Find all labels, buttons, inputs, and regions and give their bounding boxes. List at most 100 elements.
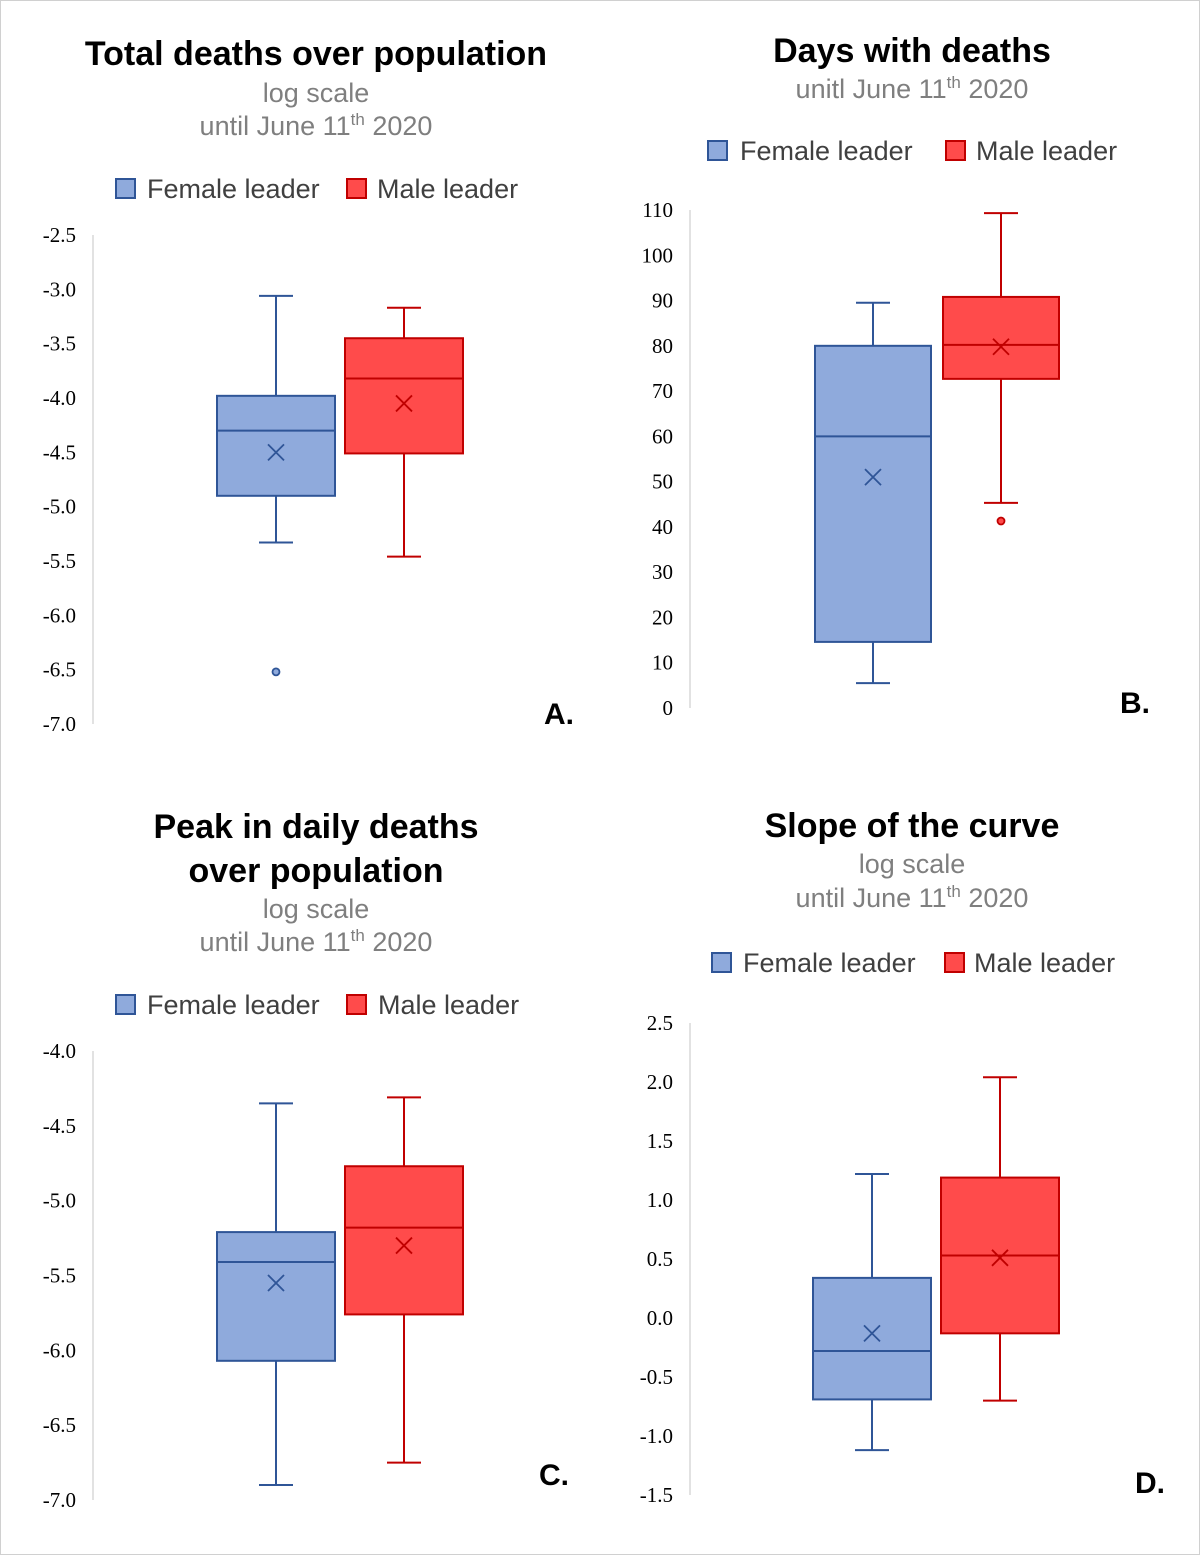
chart-title: Slope of the curve (765, 807, 1060, 845)
legend-swatch-female (711, 952, 732, 973)
legend-label: Male leader (377, 174, 518, 204)
y-tick-label: 0.5 (647, 1247, 673, 1271)
subtitle-superscript: th (351, 926, 365, 945)
y-tick-label: 0 (663, 696, 674, 720)
panel-label: D. (1135, 1467, 1165, 1500)
subtitle-text: 2020 (961, 74, 1029, 104)
legend-label: Male leader (976, 136, 1117, 166)
y-tick-label: -5.5 (43, 549, 76, 573)
legend-swatch-male (945, 140, 966, 161)
y-tick-label: -3.5 (43, 332, 76, 356)
box-iqr (814, 344, 932, 643)
legend-swatch-male (346, 178, 367, 199)
subtitle-text: 2020 (365, 111, 433, 141)
legend-swatch-male (346, 994, 367, 1015)
y-tick-label: -4.0 (43, 1039, 76, 1063)
legend-swatch-female (115, 994, 136, 1015)
chart-title: Total deaths over population (85, 35, 547, 73)
legend-swatch-female (707, 140, 728, 161)
chart-subtitle: unitl June 11th 2020 (796, 73, 1029, 104)
panel-label: B. (1120, 687, 1150, 720)
y-tick-label: 20 (652, 605, 673, 629)
subtitle-text: 2020 (365, 927, 433, 957)
subtitle-text: until June 11 (200, 111, 351, 141)
mean-marker (864, 468, 882, 486)
legend-label: Male leader (974, 948, 1115, 978)
y-tick-label: -7.0 (43, 1488, 76, 1512)
chart-title: Days with deaths (773, 32, 1051, 70)
y-tick-label: -6.5 (43, 658, 76, 682)
subtitle-superscript: th (947, 73, 961, 92)
y-tick-label: -6.0 (43, 603, 76, 627)
chart-panel-c: Peak in daily deaths over population log s… (43, 808, 569, 1512)
subtitle-text: log scale (859, 849, 966, 879)
y-tick-label: 60 (652, 424, 673, 448)
y-tick-label: 0.0 (647, 1306, 673, 1330)
subtitle-text: until June 11 (200, 927, 351, 957)
y-tick-label: 2.5 (647, 1011, 673, 1035)
y-tick-label: -1.0 (640, 1424, 673, 1448)
box-female (812, 1173, 932, 1452)
subtitle-text: log scale (263, 894, 370, 924)
y-tick-label: 110 (642, 198, 673, 222)
y-tick-label: -5.5 (43, 1264, 76, 1288)
mean-marker (395, 394, 413, 413)
panel-label: C. (539, 1459, 569, 1492)
chart-subtitle: log scale (263, 894, 370, 924)
y-tick-label: -3.0 (43, 277, 76, 301)
box-male (942, 212, 1060, 526)
y-tick-label: 1.5 (647, 1129, 673, 1153)
mean-marker (395, 1236, 413, 1255)
box-iqr (942, 295, 1060, 380)
mean-marker (991, 1249, 1009, 1267)
y-tick-label: 90 (652, 289, 673, 313)
subtitle-text: unitl June 11 (796, 74, 947, 104)
box-iqr (344, 337, 464, 455)
outlier-point (996, 516, 1006, 526)
box-iqr (812, 1276, 932, 1401)
y-tick-label: 30 (652, 560, 673, 584)
y-tick-label: -1.5 (640, 1483, 673, 1507)
chart-title: Peak in daily deaths (153, 808, 478, 846)
box-iqr (216, 394, 336, 497)
mean-marker (267, 1274, 285, 1292)
chart-subtitle: until June 11th 2020 (200, 110, 433, 141)
box-female (216, 1102, 336, 1487)
y-tick-label: -4.5 (43, 440, 76, 464)
subtitle-text: 2020 (961, 883, 1029, 913)
mean-marker (992, 338, 1010, 356)
mean-marker (267, 443, 285, 461)
chart-title: over population (189, 852, 444, 890)
legend-label: Male leader (378, 990, 519, 1020)
y-tick-label: -2.5 (43, 223, 76, 247)
y-tick-label: 10 (652, 651, 673, 675)
box-female (216, 294, 336, 677)
y-tick-label: -4.0 (43, 386, 76, 410)
chart-subtitle: log scale (859, 849, 966, 879)
y-tick-label: -4.5 (43, 1114, 76, 1138)
box-iqr (216, 1231, 336, 1362)
chart-subtitle: log scale (263, 78, 370, 108)
y-tick-label: -5.0 (43, 1189, 76, 1213)
chart-subtitle: until June 11th 2020 (796, 882, 1029, 913)
outlier-point (271, 667, 281, 677)
subtitle-text: until June 11 (796, 883, 947, 913)
y-tick-label: 100 (642, 243, 674, 267)
legend-swatch-female (115, 178, 136, 199)
y-tick-label: 80 (652, 334, 673, 358)
legend-swatch-male (944, 952, 965, 973)
box-male (344, 306, 464, 558)
box-iqr (344, 1165, 464, 1316)
y-tick-label: 1.0 (647, 1188, 673, 1212)
y-tick-label: 40 (652, 515, 673, 539)
subtitle-text: log scale (263, 78, 370, 108)
legend-label: Female leader (147, 174, 320, 204)
y-tick-label: -5.0 (43, 495, 76, 519)
legend-label: Female leader (147, 990, 320, 1020)
y-tick-label: -0.5 (640, 1365, 673, 1389)
chart-panel-a: Total deaths over population log scaleunt… (43, 35, 574, 736)
legend-label: Female leader (740, 136, 913, 166)
y-tick-label: -6.0 (43, 1338, 76, 1362)
